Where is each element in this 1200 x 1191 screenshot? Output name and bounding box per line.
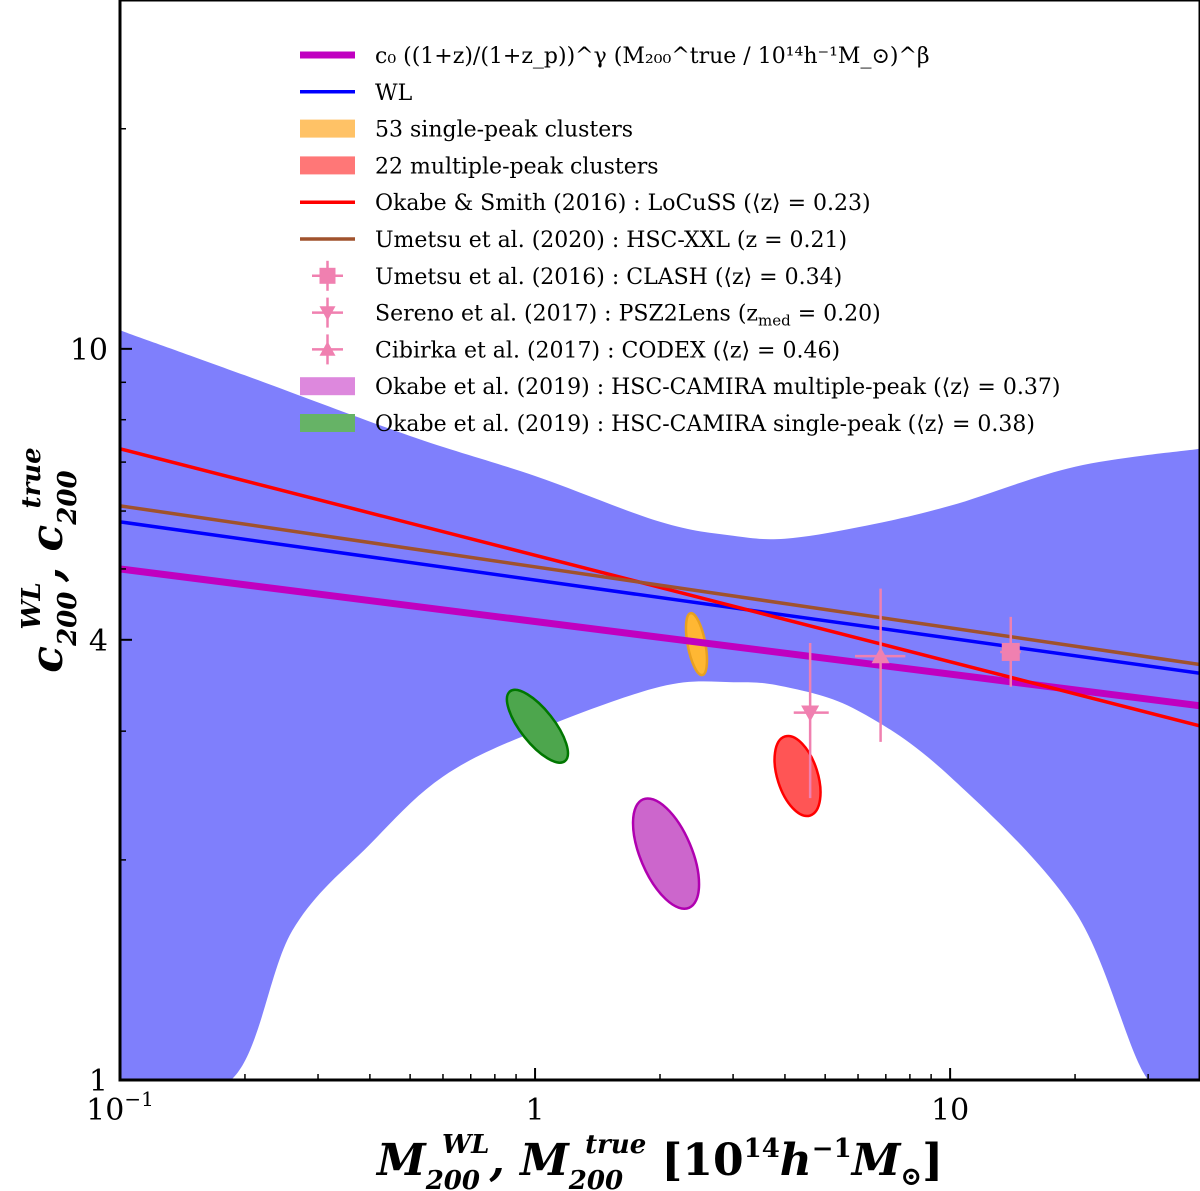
legend-label-7: Sereno et al. (2017) : PSZ2Lens (zmed = …	[375, 302, 881, 330]
y-tick-label-0: 1	[89, 1064, 108, 1099]
legend-handle-2	[300, 119, 355, 138]
legend-handle-3	[300, 156, 355, 175]
plot-area	[120, 330, 1200, 1080]
legend-label-0: c₀ ((1+z)/(1+z_p))^γ (M₂₀₀^true / 10¹⁴h⁻…	[375, 44, 930, 69]
legend-handle-7	[319, 306, 336, 321]
x-axis-label: M200WL, M200true [1014h−1M⊙]	[375, 1130, 943, 1191]
legend-label-9: Okabe et al. (2019) : HSC-CAMIRA multipl…	[375, 375, 1060, 400]
legend-handle-10	[300, 414, 355, 432]
legend-label-2: 53 single-peak clusters	[375, 118, 633, 143]
legend-label-4: Okabe & Smith (2016) : LoCuSS (⟨z⟩ = 0.2…	[375, 191, 871, 216]
legend-label-1: WL	[375, 81, 413, 106]
legend-handle-6	[319, 267, 336, 284]
series-line-0	[120, 565, 1200, 710]
data-point-0	[1001, 642, 1020, 661]
series-line-1	[120, 520, 1200, 675]
wl-confidence-band	[120, 330, 1200, 1080]
legend-handle-9	[300, 377, 355, 396]
point-layer	[793, 588, 1021, 799]
y-tick-label-1: 4	[89, 624, 108, 659]
legend-label-6: Umetsu et al. (2016) : CLASH (⟨z⟩ = 0.34…	[375, 265, 842, 290]
legend-label-5: Umetsu et al. (2020) : HSC-XXL (z = 0.21…	[375, 228, 847, 253]
x-tick-label-1: 1	[526, 1093, 545, 1128]
data-point-1	[801, 705, 820, 722]
x-tick-label-2: 10	[931, 1093, 969, 1128]
legend-label-8: Cibirka et al. (2017) : CODEX (⟨z⟩ = 0.4…	[375, 338, 840, 363]
y-axis-label: c200WL, c200true	[17, 447, 83, 672]
contour-ellipse-1	[773, 734, 822, 818]
series-line-2	[120, 447, 1200, 728]
line-layer	[120, 447, 1200, 728]
data-point-2	[871, 647, 890, 664]
series-line-3	[120, 504, 1200, 667]
contour-ellipse-2	[631, 797, 701, 910]
legend-handle-8	[319, 341, 336, 356]
y-tick-label-2: 10	[70, 333, 108, 368]
legend: c₀ ((1+z)/(1+z_p))^γ (M₂₀₀^true / 10¹⁴h⁻…	[300, 44, 1060, 437]
legend-label-3: 22 multiple-peak clusters	[375, 154, 659, 179]
legend-label-10: Okabe et al. (2019) : HSC-CAMIRA single-…	[375, 412, 1035, 437]
contour-ellipse-3	[505, 688, 570, 764]
